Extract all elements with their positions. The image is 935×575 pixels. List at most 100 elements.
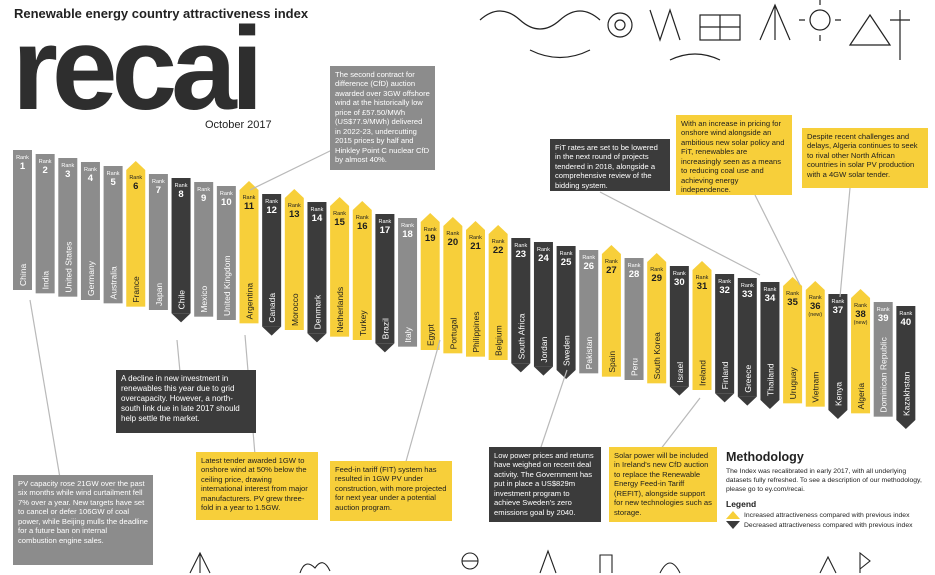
country-label-egypt: Egypt — [426, 324, 436, 346]
country-label-israel: Israel — [675, 362, 685, 383]
bar-greece — [737, 278, 757, 397]
up-arrow-turkey — [352, 201, 372, 210]
bar-finland — [715, 274, 735, 394]
rank-value: 35 — [787, 297, 798, 308]
country-label-india: India — [41, 271, 51, 290]
rank-value: 40 — [901, 317, 912, 328]
country-label-peru: Peru — [630, 358, 640, 376]
country-label-canada: Canada — [267, 293, 277, 323]
country-label-japan: Japan — [154, 283, 164, 306]
country-label-greece: Greece — [743, 365, 753, 393]
rank-label: Rank — [265, 199, 278, 205]
rank-value: 18 — [402, 229, 413, 240]
down-arrow-canada — [262, 326, 282, 336]
country-label-jordan: Jordan — [539, 336, 549, 362]
up-arrow-ireland — [692, 261, 712, 270]
rank-label: Rank — [809, 295, 822, 301]
bar-argentina — [239, 190, 259, 324]
country-label-kenya: Kenya — [833, 382, 843, 406]
recai-logo: recai — [12, 3, 264, 135]
rank-label: Rank — [197, 187, 210, 193]
country-label-united-kingdom: United Kingdom — [222, 256, 232, 316]
bar-uruguay — [783, 286, 803, 404]
country-label-argentina: Argentina — [245, 283, 255, 320]
bar-south-korea — [647, 262, 667, 384]
down-arrow-chile — [171, 313, 191, 323]
country-label-vietnam: Vietnam — [811, 372, 821, 403]
country-label-pakistan: Pakistan — [584, 336, 594, 369]
callout-ireland: Solar power will be included in Ireland'… — [609, 447, 717, 522]
rank-label: Rank — [152, 179, 165, 185]
rank-value: 1 — [20, 161, 26, 172]
rank-label: Rank — [718, 279, 731, 285]
country-label-thailand: Thailand — [765, 363, 775, 396]
down-arrow-kenya — [828, 410, 848, 419]
rank-label: Rank — [605, 259, 618, 265]
rank-value: 12 — [266, 205, 277, 216]
country-label-spain: Spain — [607, 351, 617, 373]
rank-value: 17 — [380, 225, 391, 236]
up-arrow-philippines — [466, 221, 485, 230]
country-label-denmark: Denmark — [312, 294, 322, 329]
callout-pointer-8 — [754, 194, 801, 286]
rank-label: Rank — [628, 263, 641, 269]
rank-value: 21 — [470, 241, 481, 252]
rank-label: Rank — [356, 215, 369, 221]
country-label-kazakhstan: Kazakhstan — [901, 371, 911, 416]
rank-value: 19 — [425, 233, 436, 244]
callout-pointer-6 — [659, 397, 701, 451]
rank-label: Rank — [877, 307, 890, 313]
bar-pakistan — [579, 250, 599, 374]
callout-uk: The second contract for difference (CfD)… — [330, 66, 435, 170]
up-arrow-morocco — [284, 189, 304, 198]
callout-pointer-7 — [599, 191, 761, 276]
rank-label: Rank — [243, 195, 256, 201]
doodle-top-right-icon — [479, 0, 910, 61]
methodology-title: Methodology — [726, 450, 804, 464]
down-arrow-brazil — [375, 343, 395, 353]
rank-label: Rank — [741, 283, 754, 289]
rank-value: 38 — [855, 309, 866, 320]
down-arrow-denmark — [307, 333, 327, 343]
bar-ireland — [692, 270, 712, 390]
bar-thailand — [760, 282, 780, 400]
bar-peru — [624, 258, 644, 380]
country-label-philippines: Philippines — [471, 312, 481, 353]
bar-united-states — [58, 158, 78, 297]
bar-morocco — [284, 198, 304, 330]
rank-label: Rank — [582, 255, 595, 261]
legend-decreased: Decreased attractiveness compared with p… — [726, 521, 926, 530]
rank-label: Rank — [129, 175, 142, 181]
up-arrow-spain — [601, 245, 621, 254]
bar-denmark — [307, 202, 327, 334]
up-arrow-portugal — [443, 217, 463, 226]
down-arrow-finland — [715, 393, 735, 403]
doodle-bottom-left-icon — [189, 549, 871, 574]
callout-egypt: Feed-in tariff (FIT) system has resulted… — [330, 461, 452, 521]
down-arrow-icon — [726, 521, 740, 530]
methodology-panel: Methodology The Index was recalibrated i… — [726, 450, 926, 530]
rank-label: Rank — [107, 171, 120, 177]
callout-chile: A decline in new investment in renewable… — [116, 370, 256, 433]
country-label-south-korea: South Korea — [652, 332, 662, 380]
up-arrow-belgium — [488, 225, 508, 234]
bar-canada — [262, 194, 282, 327]
rank-label: Rank — [288, 203, 301, 209]
rank-value: 22 — [493, 245, 504, 256]
rank-value: 27 — [606, 265, 617, 276]
rank-label: Rank — [492, 239, 505, 245]
up-arrow-argentina — [239, 181, 259, 190]
rank-value: 24 — [538, 253, 549, 264]
callout-pointer-1 — [176, 339, 181, 373]
bar-kazakhstan — [896, 306, 916, 420]
bar-portugal — [443, 226, 463, 354]
rank-label: Rank — [175, 183, 188, 189]
rank-label: Rank — [378, 219, 391, 225]
rank-value: 15 — [334, 217, 345, 228]
bar-italy — [398, 218, 418, 347]
rank-value: 32 — [719, 285, 730, 296]
rank-value: 29 — [651, 273, 662, 284]
legend-increased-label: Increased attractiveness compared with p… — [744, 511, 910, 519]
bar-australia — [103, 166, 123, 304]
